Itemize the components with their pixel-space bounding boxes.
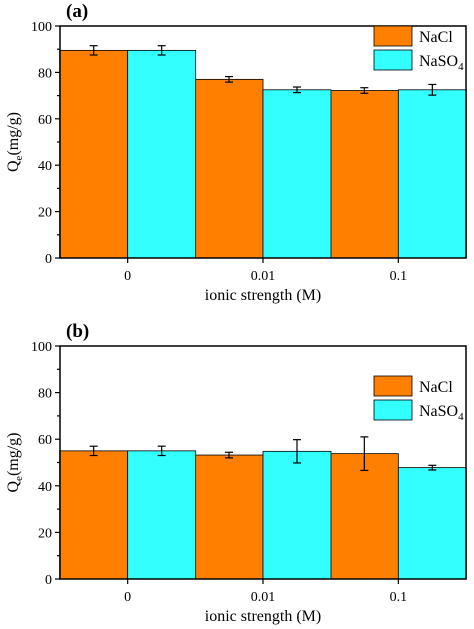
bar-nacl-0 — [59, 49, 129, 259]
bar-naso4-0 — [127, 450, 197, 580]
x-tick-label: 0 — [124, 590, 131, 605]
bar-naso4-0 — [127, 49, 197, 259]
chart-panel-a: 0 20 40 60 80 100 0 0.01 0.1 ionic strength (M) Qe… — [5, 1, 467, 304]
error-bar-naso4-0 — [157, 445, 166, 457]
y-tick-label: 0 — [45, 252, 52, 267]
legend-swatch-naso4 — [373, 399, 413, 421]
error-bar-nacl-0 — [89, 445, 98, 457]
legend-label-nacl: NaCl — [419, 379, 453, 396]
bar-nacl-0.01 — [194, 454, 264, 580]
y-tick-label: 60 — [38, 433, 52, 448]
bar-nacl-0.01 — [194, 78, 264, 259]
x-tick-label: 0.01 — [251, 590, 276, 605]
panel-label: (a) — [66, 1, 88, 22]
x-tick-label: 0.1 — [390, 269, 408, 284]
panel-label: (b) — [66, 321, 89, 342]
legend-label-nacl: NaCl — [419, 29, 453, 46]
x-tick-label: 0.01 — [251, 269, 276, 284]
legend-swatch-naso4 — [373, 49, 413, 71]
legend: NaCl NaSO4 — [373, 25, 464, 73]
error-bar-nacl-0.1 — [360, 87, 369, 94]
x-tick-label: 0.1 — [390, 590, 408, 605]
bar-naso4-0.01 — [262, 89, 332, 259]
error-bar-nacl-0.1 — [360, 436, 369, 472]
legend-label-naso4: NaSO4 — [419, 53, 464, 73]
bar-naso4-0.1 — [397, 467, 467, 580]
chart-panel-b: 0 20 40 60 80 100 0 0.01 0.1 ionic strength (M) Qe… — [5, 321, 467, 625]
legend-label-naso4: NaSO4 — [419, 403, 464, 423]
bar-nacl-0.1 — [329, 90, 399, 259]
bar-naso4-0.1 — [397, 89, 467, 259]
y-axis-title: Qe(mg/g) — [5, 112, 25, 172]
legend: NaCl NaSO4 — [373, 375, 464, 423]
bar-nacl-0.1 — [329, 453, 399, 580]
x-tick-label: 0 — [124, 269, 131, 284]
error-bar-naso4-0.1 — [428, 464, 437, 471]
legend-swatch-nacl — [373, 375, 413, 397]
y-tick-label: 20 — [38, 206, 52, 221]
x-axis-title: ionic strength (M) — [205, 608, 321, 625]
bar-naso4-0.01 — [262, 450, 332, 580]
error-bar-naso4-0 — [157, 45, 166, 56]
y-tick-label: 20 — [38, 526, 52, 541]
y-tick-label: 40 — [38, 159, 52, 174]
y-tick-label: 40 — [38, 480, 52, 495]
error-bar-naso4-0.1 — [428, 83, 437, 96]
y-tick-label: 0 — [45, 573, 52, 588]
y-axis-title: Qe(mg/g) — [5, 433, 25, 493]
error-bar-nacl-0 — [89, 45, 98, 56]
bar-nacl-0 — [59, 450, 129, 580]
y-tick-label: 80 — [38, 66, 52, 81]
error-bar-naso4-0.01 — [293, 439, 301, 464]
y-tick-label: 80 — [38, 387, 52, 402]
error-bar-nacl-0.01 — [225, 75, 233, 83]
error-bar-naso4-0.01 — [293, 86, 301, 94]
error-bar-nacl-0.01 — [225, 451, 233, 459]
legend-swatch-nacl — [373, 25, 413, 47]
y-tick-label: 100 — [31, 20, 52, 35]
x-axis-title: ionic strength (M) — [205, 287, 321, 304]
y-tick-label: 60 — [38, 113, 52, 128]
y-tick-label: 100 — [31, 340, 52, 355]
